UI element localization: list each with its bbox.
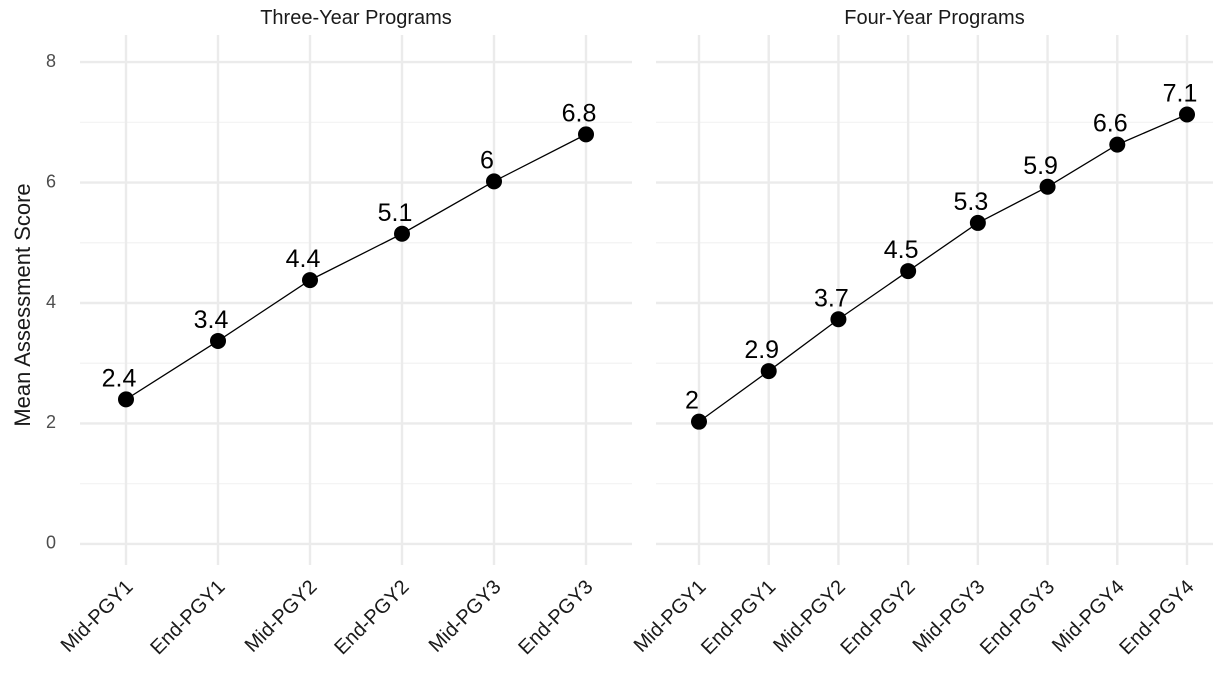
data-point (969, 214, 986, 231)
data-label: 6 (480, 146, 494, 174)
data-label: 5.1 (378, 199, 413, 227)
x-tick-label: End-PGY3 (976, 576, 1059, 659)
data-label: 7.1 (1163, 80, 1198, 108)
facet-panel-1: Three-Year Programs 0 2 4 6 8 2.4 3.4 4.4 5.1 6 6.8… (46, 7, 632, 659)
data-label: 5.3 (953, 188, 988, 216)
facet-title: Four-Year Programs (844, 7, 1024, 29)
data-point (760, 363, 777, 380)
y-tick-label: 8 (46, 51, 56, 71)
series-line (125, 133, 587, 400)
y-tick-label: 0 (46, 533, 56, 553)
facet-title: Three-Year Programs (260, 7, 452, 29)
data-point (578, 126, 594, 143)
y-tick-label: 6 (46, 171, 56, 191)
data-label: 5.9 (1023, 152, 1058, 180)
x-tick-label: End-PGY2 (837, 576, 920, 659)
x-tick-label: Mid-PGY1 (57, 576, 138, 657)
facet-panel-2: Four-Year Programs 2 2.9 3.7 4.5 5.3 5.9 6.6 7.1… (630, 7, 1213, 659)
data-label: 2 (685, 387, 699, 415)
x-tick-label: Mid-PGY2 (241, 576, 322, 657)
data-label: 3.4 (194, 306, 229, 334)
y-tick-label: 2 (46, 412, 56, 432)
data-point (394, 225, 410, 242)
x-tick-label: End-PGY3 (514, 576, 597, 659)
data-point (302, 272, 318, 289)
data-label: 3.7 (814, 284, 849, 312)
x-tick-label: End-PGY1 (697, 576, 780, 659)
data-point (118, 391, 134, 408)
x-tick-label: Mid-PGY3 (425, 576, 506, 657)
data-label: 2.4 (102, 364, 137, 392)
y-tick-label: 4 (46, 292, 56, 312)
data-point (486, 173, 502, 190)
data-point (1109, 136, 1126, 153)
data-point (1179, 106, 1195, 123)
data-label: 2.9 (744, 336, 779, 364)
x-tick-label: End-PGY1 (146, 576, 229, 659)
data-point (691, 413, 707, 430)
data-label: 6.6 (1093, 110, 1128, 138)
data-label: 4.4 (286, 245, 321, 273)
facet-panels: Three-Year Programs 0 2 4 6 8 2.4 3.4 4.4 5.1 6 6.8… (46, 7, 1213, 659)
data-label: 4.5 (884, 236, 919, 264)
x-tick-label: End-PGY4 (1115, 576, 1198, 659)
data-point (1039, 178, 1056, 195)
data-point (830, 311, 847, 328)
data-point (210, 332, 226, 349)
series-line (698, 113, 1188, 423)
x-tick-label: End-PGY2 (330, 576, 413, 659)
data-point (900, 263, 917, 280)
data-label: 6.8 (562, 99, 597, 127)
y-axis-label: Mean Assessment Score (10, 183, 35, 426)
